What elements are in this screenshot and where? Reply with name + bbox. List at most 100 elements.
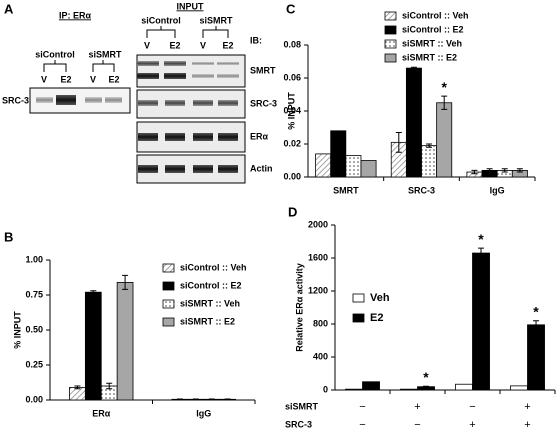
error-bar: [533, 320, 540, 330]
condition-sign: −: [359, 419, 365, 430]
condition-sign: +: [524, 419, 530, 430]
y-tick-label: 0.06: [283, 72, 301, 82]
legend-swatch: [384, 53, 397, 63]
row-label: SMRT: [250, 65, 276, 75]
x-tick-label: IgG: [196, 408, 211, 418]
legend-label: siControl :: E2: [180, 280, 242, 290]
panel-a: A IP: ERα siControl siSMRT V E2 V E2 SRC…: [2, 1, 277, 184]
y-tick-label: 0.00: [25, 394, 43, 404]
condition-sign: +: [469, 419, 475, 430]
bracket: [146, 26, 229, 38]
band: [105, 97, 122, 103]
group-label: siControl: [141, 15, 181, 25]
significance-mark: *: [423, 369, 429, 385]
error-bar: [395, 131, 402, 153]
error-bar: [501, 168, 508, 173]
legend-swatch: [162, 299, 175, 309]
legend-swatch: [352, 313, 365, 323]
significance-mark: *: [441, 79, 447, 95]
error-bar: [74, 385, 81, 390]
error-bar: [426, 143, 433, 148]
error-bar: [122, 274, 129, 290]
band: [36, 97, 53, 103]
x-tick-label: SRC-3: [408, 185, 435, 195]
row-label: SRC-3: [250, 98, 277, 108]
error-bar: [441, 95, 448, 110]
bracket: [43, 60, 115, 72]
legend-label: siControl :: Veh: [180, 262, 247, 272]
legend-label: Veh: [370, 292, 390, 304]
y-tick-label: 0.08: [283, 39, 301, 49]
legend-label: E2: [370, 312, 383, 324]
bar: [330, 130, 347, 178]
condition-label: SRC-3: [285, 419, 312, 429]
bar: [84, 291, 102, 401]
lane-label: E2: [222, 40, 233, 50]
condition-sign: +: [414, 401, 420, 413]
row-label: SRC-3: [2, 95, 29, 105]
group-label: siSMRT: [88, 49, 122, 59]
lane-label: V: [90, 74, 96, 84]
bar: [510, 385, 528, 391]
y-tick-label: 1.00: [25, 254, 43, 264]
legend-label: siSMRT :: Veh: [180, 298, 240, 308]
y-tick-label: 400: [313, 351, 328, 361]
y-tick-label: 0.50: [25, 324, 43, 334]
lane-label: V: [144, 40, 150, 50]
row-label: ERα: [250, 131, 269, 141]
bar: [360, 160, 377, 178]
bar: [345, 388, 363, 391]
y-tick-label: 0.04: [283, 105, 301, 115]
legend-label: siSMRT :: Veh: [402, 38, 462, 48]
error-bar: [90, 290, 97, 295]
error-bar: [224, 398, 231, 401]
bar: [405, 67, 422, 178]
legend-swatch: [162, 281, 175, 291]
x-tick-label: ERα: [92, 408, 111, 418]
panel-label: C: [286, 1, 296, 16]
condition-label: siSMRT: [285, 401, 319, 411]
error-bar: [176, 398, 183, 401]
y-tick-label: 2000: [308, 219, 328, 229]
bar: [472, 252, 490, 391]
legend-label: siSMRT :: E2: [180, 316, 235, 326]
condition-sign: −: [469, 401, 475, 413]
lane-label: V: [41, 74, 47, 84]
error-bar: [516, 168, 523, 173]
error-bar: [423, 385, 430, 388]
legend-label: siSMRT :: E2: [402, 52, 457, 62]
y-axis-label: % INPUT: [286, 92, 296, 130]
bar: [362, 381, 380, 391]
x-tick-label: IgG: [490, 185, 505, 195]
legend-swatch: [162, 263, 175, 273]
blot: [136, 54, 246, 88]
lane-label: V: [200, 40, 206, 50]
error-bar: [410, 66, 417, 70]
error-bar: [208, 398, 215, 401]
y-tick-label: 0.75: [25, 289, 43, 299]
bar: [315, 153, 332, 178]
condition-sign: −: [414, 419, 420, 430]
bar: [455, 383, 473, 391]
y-tick-label: 0.25: [25, 359, 43, 369]
legend-swatch: [384, 39, 397, 49]
error-bar: [192, 398, 199, 401]
bar: [345, 155, 362, 178]
legend-label: siControl :: Veh: [402, 10, 469, 20]
legend-swatch: [162, 317, 175, 327]
y-tick-label: 800: [313, 318, 328, 328]
ib-label: IB:: [250, 35, 262, 45]
band: [56, 95, 76, 105]
lane-label: E2: [169, 40, 180, 50]
y-axis-label: % INPUT: [12, 311, 22, 349]
legend-swatch: [384, 11, 397, 21]
row-label: Actin: [250, 163, 273, 173]
group-label: siSMRT: [199, 15, 233, 25]
panel-label: B: [4, 229, 13, 244]
significance-mark: *: [478, 231, 484, 247]
error-bar: [478, 247, 485, 259]
bar: [436, 102, 453, 178]
ip-title: IP: ERα: [59, 10, 92, 20]
condition-sign: −: [359, 401, 365, 413]
